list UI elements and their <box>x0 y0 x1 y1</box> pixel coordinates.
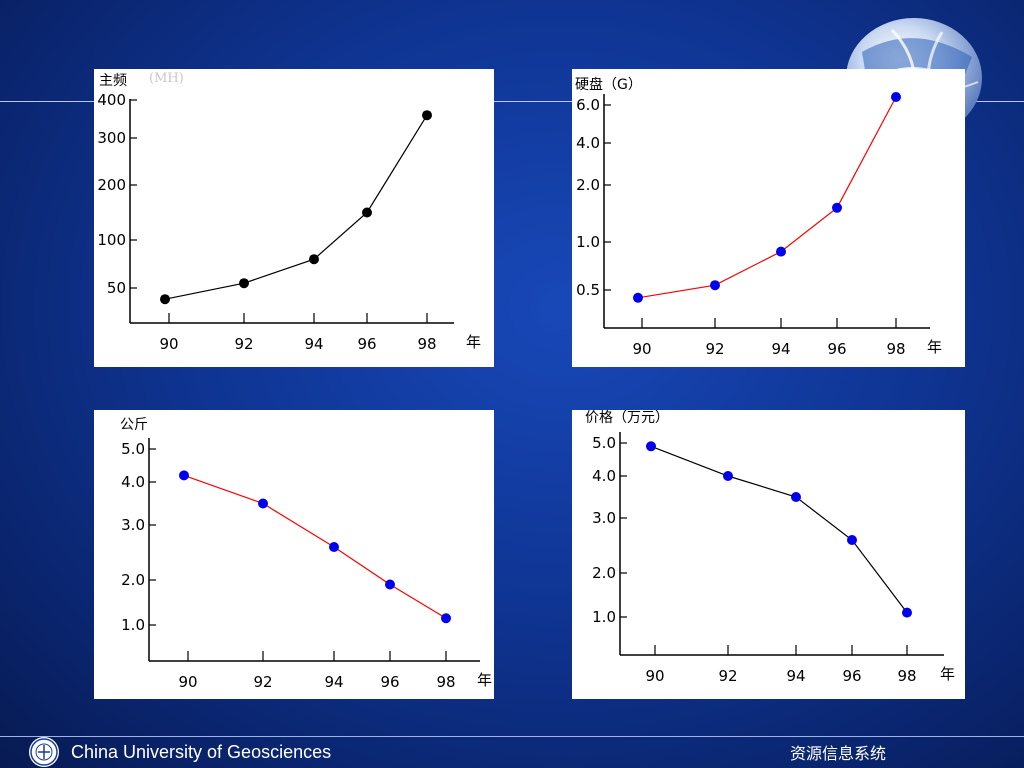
series-line <box>164 114 428 300</box>
y-tick-label: 3.0 <box>592 509 616 527</box>
y-tick-label: 0.5 <box>576 281 600 299</box>
y-tick-label: 200 <box>97 176 126 194</box>
y-tick-label: 4.0 <box>121 473 145 491</box>
y-tick-label: 1.0 <box>576 233 600 251</box>
weight-chart: 公斤 1.0 2.0 3.0 4.0 5.0 90 92 94 96 98 年 <box>120 417 492 691</box>
data-point <box>646 441 656 452</box>
y-tick-label: 2.0 <box>592 564 616 582</box>
y-tick-label: 4.0 <box>592 467 616 485</box>
y-tick-label: 100 <box>97 231 126 249</box>
data-point <box>710 280 720 291</box>
data-point <box>441 613 451 624</box>
cpu-frequency-chart: 主频 (MH) 50 100 200 300 400 90 92 94 96 98 年 <box>97 71 481 353</box>
y-axis-label: 主频 <box>99 73 127 89</box>
y-tick-label: 400 <box>97 91 126 109</box>
x-tick-label: 94 <box>771 340 790 358</box>
data-point <box>633 292 643 303</box>
data-point <box>891 92 901 102</box>
data-point <box>362 207 372 218</box>
data-point <box>902 607 912 618</box>
y-tick-label: 2.0 <box>121 571 145 589</box>
top-rule <box>0 101 1024 102</box>
x-tick-label: 98 <box>897 667 916 685</box>
data-point <box>723 471 733 481</box>
series-line <box>637 96 897 299</box>
data-point <box>791 492 801 502</box>
x-tick-label: 90 <box>632 340 651 358</box>
x-axis-unit: 年 <box>940 665 955 683</box>
course-title: 资源信息系统 <box>790 744 887 763</box>
series-line <box>183 474 447 619</box>
data-point <box>776 246 786 257</box>
x-tick-label: 90 <box>159 335 178 353</box>
x-tick-label: 98 <box>417 335 436 353</box>
footer-rule <box>0 736 1024 737</box>
y-axis-label: 硬盘（G） <box>575 76 642 93</box>
chart-panel-disk: 硬盘（G） 0.5 1.0 2.0 4.0 6.0 90 92 94 96 98 年 <box>572 69 965 367</box>
data-point <box>179 470 189 481</box>
data-point <box>160 294 170 305</box>
y-axis-label: 公斤 <box>120 417 148 433</box>
hard-disk-chart: 硬盘（G） 0.5 1.0 2.0 4.0 6.0 90 92 94 96 98 年 <box>575 76 942 358</box>
y-tick-label: 300 <box>97 129 126 147</box>
x-tick-label: 92 <box>234 335 253 353</box>
data-point <box>422 110 432 121</box>
data-point <box>847 535 857 545</box>
x-tick-label: 94 <box>786 667 805 685</box>
chart-panel-cpu: 主频 (MH) 50 100 200 300 400 90 92 94 96 98 年 <box>94 69 494 367</box>
y-axis-unit: (MH) <box>149 71 184 86</box>
data-point <box>258 498 268 509</box>
y-tick-label: 3.0 <box>121 516 145 534</box>
chart-panel-price: 价格（万元） 1.0 2.0 3.0 4.0 5.0 90 92 94 96 98 年 <box>572 410 965 699</box>
x-tick-label: 96 <box>357 335 376 353</box>
x-axis-unit: 年 <box>927 338 942 356</box>
x-axis-unit: 年 <box>477 671 492 689</box>
x-tick-label: 92 <box>718 667 737 685</box>
y-tick-label: 6.0 <box>576 96 600 114</box>
x-tick-label: 90 <box>178 673 197 691</box>
y-tick-label: 2.0 <box>576 176 600 194</box>
x-axis-unit: 年 <box>466 333 481 351</box>
data-point <box>329 542 339 552</box>
chart-panel-weight: 公斤 1.0 2.0 3.0 4.0 5.0 90 92 94 96 98 年 <box>94 410 494 699</box>
y-tick-label: 4.0 <box>576 134 600 152</box>
y-tick-label: 5.0 <box>121 440 145 458</box>
data-point <box>385 579 395 590</box>
y-tick-label: 1.0 <box>592 608 616 626</box>
y-tick-label: 50 <box>107 279 126 297</box>
x-tick-label: 94 <box>324 673 343 691</box>
x-tick-label: 92 <box>705 340 724 358</box>
x-tick-label: 98 <box>886 340 905 358</box>
x-tick-label: 90 <box>645 667 664 685</box>
x-tick-label: 96 <box>842 667 861 685</box>
y-tick-label: 5.0 <box>592 434 616 452</box>
x-tick-label: 96 <box>827 340 846 358</box>
university-seal-icon <box>29 737 59 767</box>
x-tick-label: 94 <box>304 335 323 353</box>
y-tick-label: 1.0 <box>121 616 145 634</box>
x-tick-label: 96 <box>380 673 399 691</box>
data-point <box>832 202 842 213</box>
price-chart: 价格（万元） 1.0 2.0 3.0 4.0 5.0 90 92 94 96 98 年 <box>585 410 955 685</box>
y-axis-label: 价格（万元） <box>585 410 669 426</box>
data-point <box>239 278 249 289</box>
institution-name: China University of Geosciences <box>71 742 332 762</box>
series-line <box>650 445 908 613</box>
data-point <box>309 254 319 265</box>
x-tick-label: 98 <box>436 673 455 691</box>
x-tick-label: 92 <box>253 673 272 691</box>
